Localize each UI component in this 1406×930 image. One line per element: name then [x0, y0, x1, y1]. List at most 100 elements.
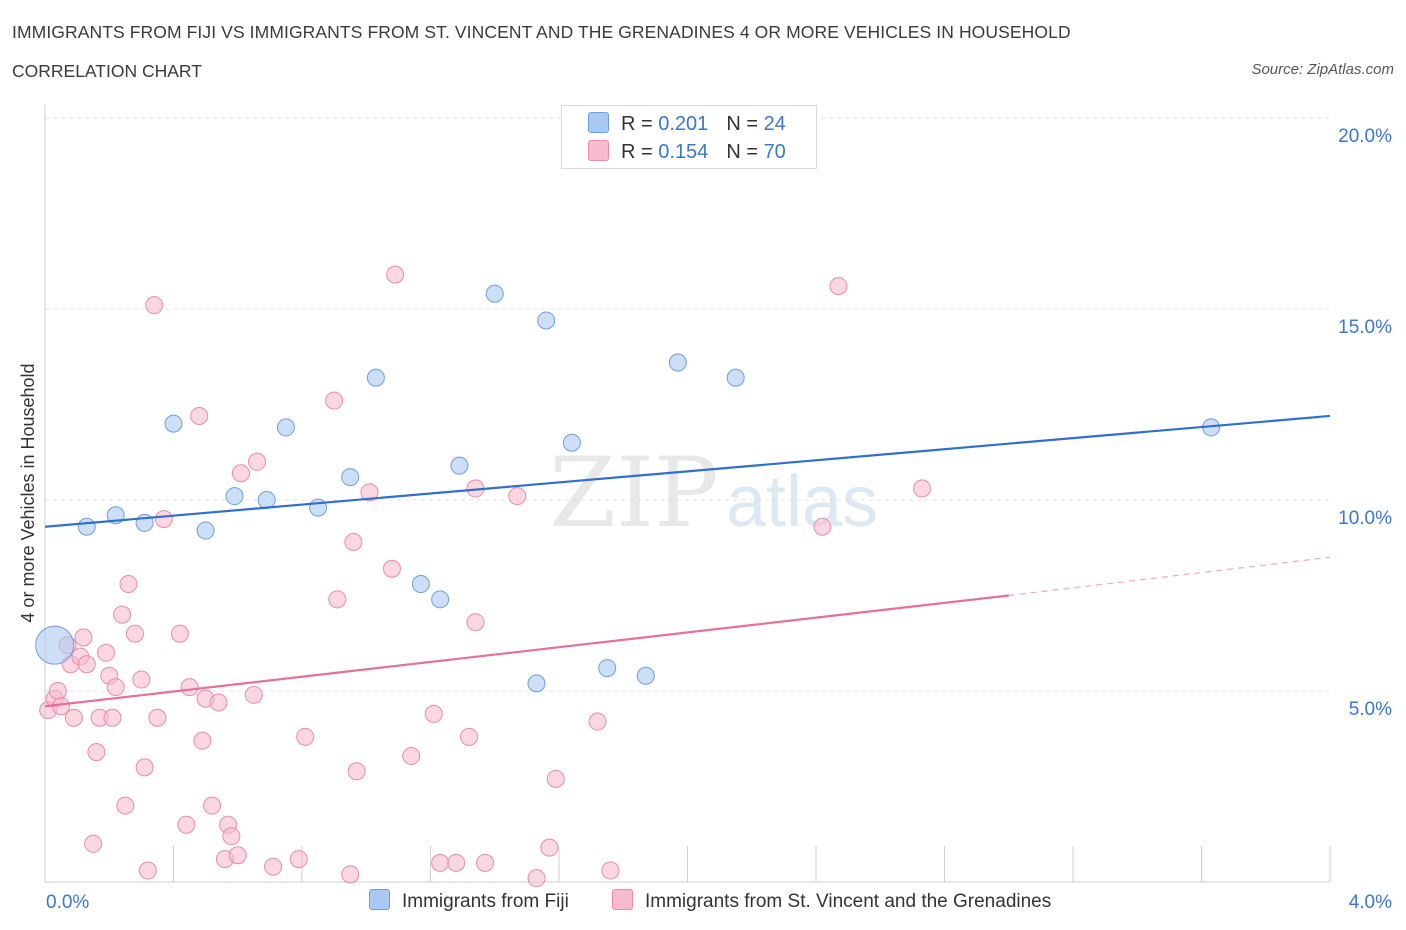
data-point — [154, 510, 173, 529]
data-point — [74, 628, 93, 647]
data-point — [196, 521, 215, 540]
data-point — [588, 712, 607, 731]
data-point — [360, 483, 379, 502]
fiji-swatch — [588, 112, 609, 133]
data-point — [97, 643, 116, 662]
data-point — [460, 727, 479, 746]
data-point — [222, 827, 241, 846]
data-point — [148, 708, 167, 727]
data-point — [344, 533, 363, 552]
svg-swatch — [588, 140, 609, 161]
data-point — [341, 468, 360, 487]
data-point — [264, 857, 283, 876]
data-point — [447, 853, 466, 872]
data-point — [527, 674, 546, 693]
data-point — [325, 391, 344, 410]
data-point — [540, 838, 559, 857]
data-point — [598, 659, 617, 678]
watermark-zip: ZIP — [549, 437, 718, 549]
data-point — [106, 678, 125, 697]
data-point — [164, 414, 183, 433]
y-tick-label: 20.0% — [1338, 126, 1392, 147]
data-point — [116, 796, 135, 815]
legend-item-svg[interactable]: Immigrants from St. Vincent and the Gren… — [612, 889, 1051, 913]
legend-svg-swatch — [612, 889, 633, 910]
data-point — [244, 685, 263, 704]
data-point — [132, 670, 151, 689]
data-point — [289, 850, 308, 869]
data-point — [138, 861, 157, 880]
fiji-n-label: N = — [726, 113, 764, 135]
data-point — [485, 284, 504, 303]
x-tick-label: 0.0% — [46, 892, 89, 913]
data-point — [913, 479, 932, 498]
legend-row-svg: R = 0.154 N = 70 — [588, 140, 786, 164]
fiji-r-label: R = — [621, 113, 659, 135]
data-point — [386, 265, 405, 284]
trend-line-extension — [1008, 556, 1331, 597]
data-point — [103, 708, 122, 727]
data-point — [296, 727, 315, 746]
data-point — [248, 452, 267, 471]
data-point — [170, 624, 189, 643]
data-point — [402, 746, 421, 765]
data-point — [257, 491, 276, 509]
data-point — [119, 575, 138, 594]
legend-item-fiji[interactable]: Immigrants from Fiji — [369, 889, 569, 913]
data-point — [508, 487, 527, 506]
trend-layer — [44, 414, 1331, 708]
svg-n-value: 70 — [763, 141, 786, 163]
data-point — [225, 487, 244, 506]
data-point — [125, 624, 144, 643]
data-point — [177, 815, 196, 834]
fiji-n-value: 24 — [763, 113, 786, 135]
data-point — [829, 277, 848, 296]
legend-fiji-swatch — [369, 889, 390, 910]
legend-fiji-label: Immigrants from Fiji — [402, 891, 569, 912]
data-point — [228, 846, 247, 865]
data-point — [424, 704, 443, 723]
points-layer — [35, 265, 1221, 888]
data-point — [64, 708, 83, 727]
y-axis-label: 4 or more Vehicles in Household — [18, 363, 38, 622]
data-point — [562, 433, 581, 452]
data-point — [203, 796, 222, 815]
data-point — [476, 853, 495, 872]
axis-layer: 5.0% 10.0% 15.0% 20.0% 0.0% 4.0% — [44, 105, 1392, 913]
data-point — [113, 605, 132, 624]
data-point — [276, 418, 295, 437]
data-point — [431, 590, 450, 609]
source-credit: Source: ZipAtlas.com — [1251, 61, 1394, 78]
y-tick-label: 5.0% — [1349, 699, 1392, 720]
data-point — [668, 353, 687, 372]
svg-r-value: 0.154 — [658, 141, 709, 163]
svg-n-label: N = — [726, 141, 764, 163]
data-point — [77, 655, 96, 674]
data-point — [231, 464, 250, 483]
data-point — [84, 834, 103, 853]
chart-title: IMMIGRANTS FROM FIJI VS IMMIGRANTS FROM … — [12, 22, 1071, 42]
data-point — [190, 406, 209, 425]
watermark-atlas: atlas — [726, 462, 878, 542]
data-point — [813, 517, 832, 536]
data-point — [431, 853, 450, 872]
data-point — [48, 682, 67, 700]
data-point — [466, 613, 485, 632]
data-point — [527, 869, 546, 888]
y-tick-label: 15.0% — [1338, 317, 1392, 338]
data-point — [135, 758, 154, 777]
svg-r-label: R = — [621, 141, 659, 163]
correlation-legend: R = 0.201 N = 24 R = 0.154 N = 70 — [561, 105, 817, 169]
data-point — [341, 865, 360, 884]
data-point — [366, 368, 385, 387]
trend-line — [44, 414, 1331, 528]
x-tick-label: 4.0% — [1349, 892, 1392, 913]
chart-subtitle: CORRELATION CHART — [12, 61, 202, 81]
data-point — [328, 590, 347, 609]
legend-svg-label: Immigrants from St. Vincent and the Gren… — [645, 891, 1052, 912]
data-point — [193, 731, 212, 750]
data-point — [411, 575, 430, 594]
grid-layer — [45, 117, 1330, 692]
fiji-r-value: 0.201 — [658, 113, 709, 135]
data-point — [601, 861, 620, 880]
